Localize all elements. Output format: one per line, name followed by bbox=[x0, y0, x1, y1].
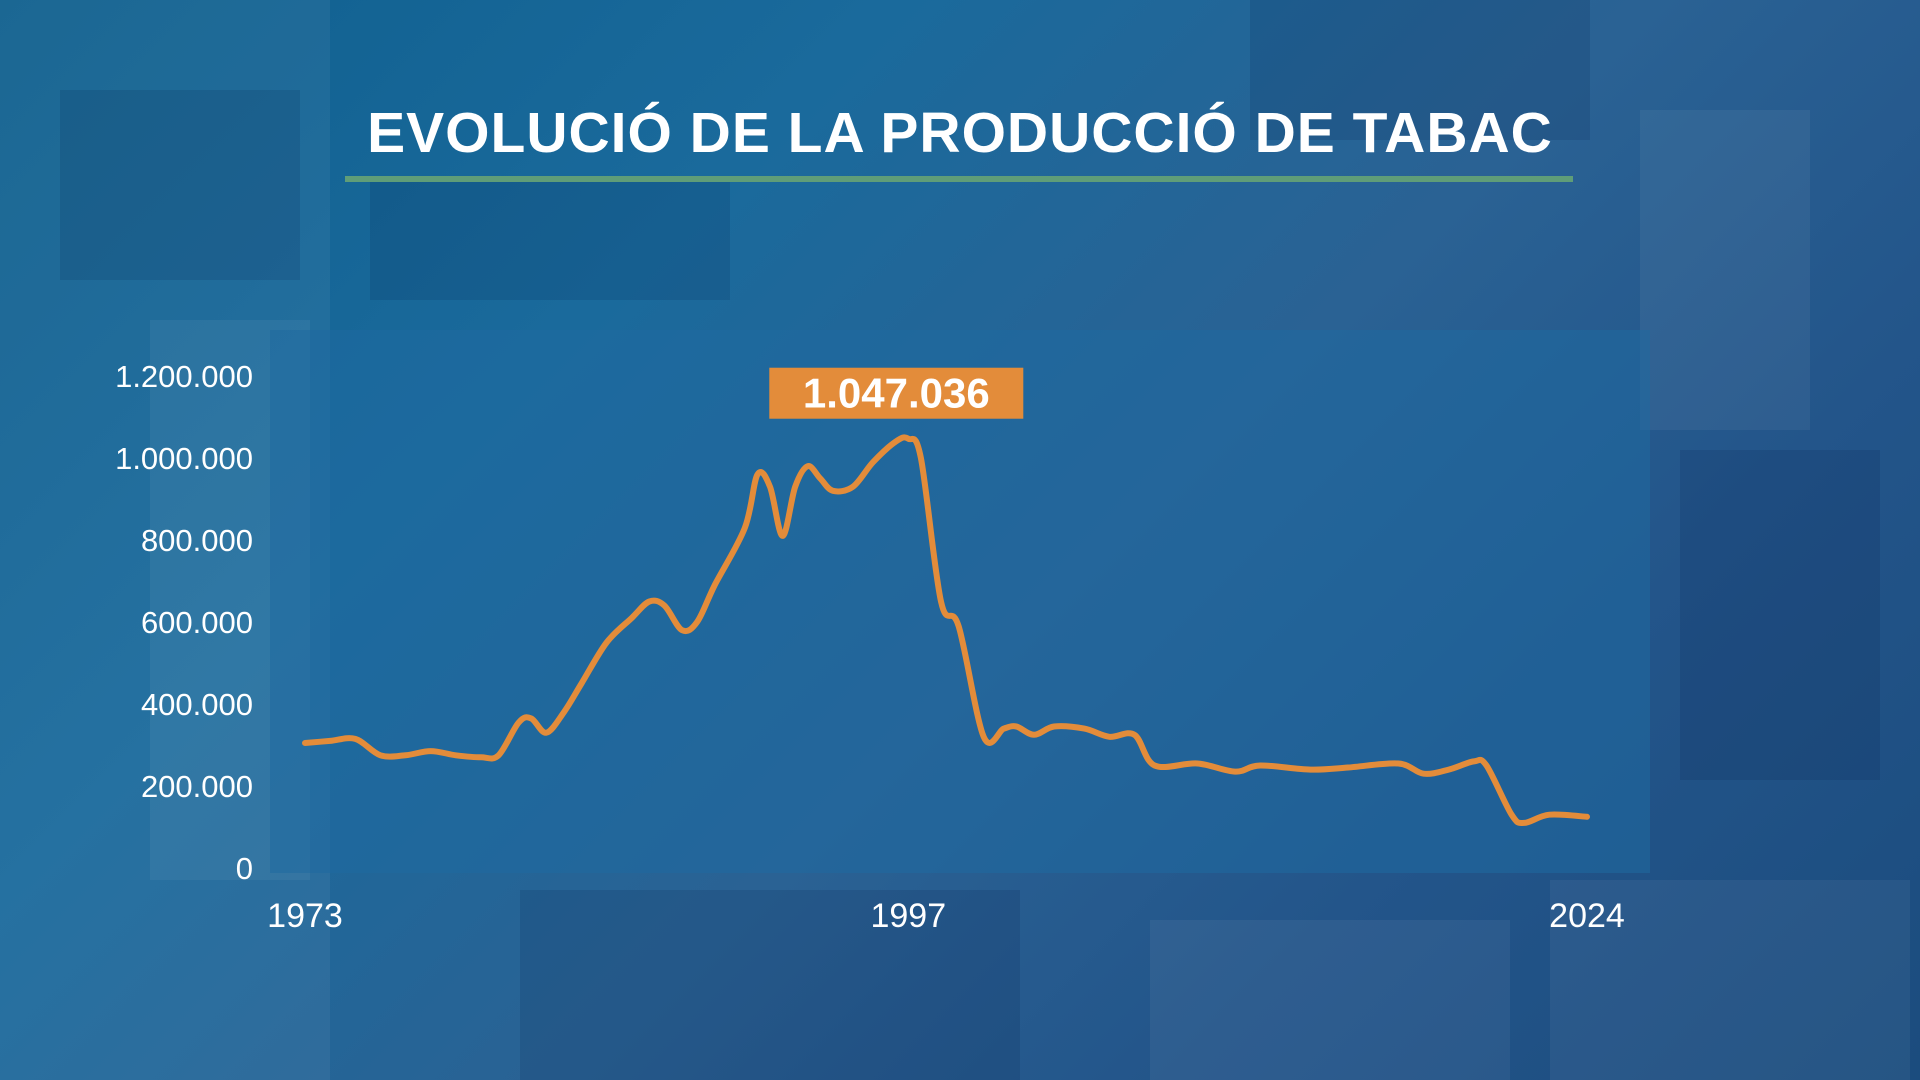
chart-title: EVOLUCIÓ DE LA PRODUCCIÓ DE TABAC bbox=[367, 101, 1553, 165]
y-tick-label: 1.000.000 bbox=[115, 441, 253, 476]
x-tick-label: 1973 bbox=[267, 897, 343, 935]
x-tick-label: 2024 bbox=[1549, 897, 1625, 935]
x-axis-ticks: 1973 1997 2024 bbox=[267, 897, 1625, 935]
y-axis-ticks: 0 200.000 400.000 600.000 800.000 1.000.000 1.… bbox=[115, 359, 253, 886]
series-line bbox=[302, 434, 1590, 826]
peak-label: 1.047.036 bbox=[803, 370, 990, 417]
title-underline bbox=[345, 176, 1573, 182]
y-tick-label: 0 bbox=[236, 851, 253, 886]
y-tick-label: 800.000 bbox=[141, 523, 253, 558]
x-tick-label: 1997 bbox=[870, 897, 946, 935]
y-tick-label: 400.000 bbox=[141, 687, 253, 722]
y-tick-label: 1.200.000 bbox=[115, 359, 253, 394]
peak-label-box bbox=[769, 367, 1024, 419]
y-tick-label: 200.000 bbox=[141, 769, 253, 804]
peak-annotation: 1.047.036 bbox=[769, 367, 1024, 419]
y-tick-label: 600.000 bbox=[141, 605, 253, 640]
plot-area bbox=[270, 330, 1650, 873]
